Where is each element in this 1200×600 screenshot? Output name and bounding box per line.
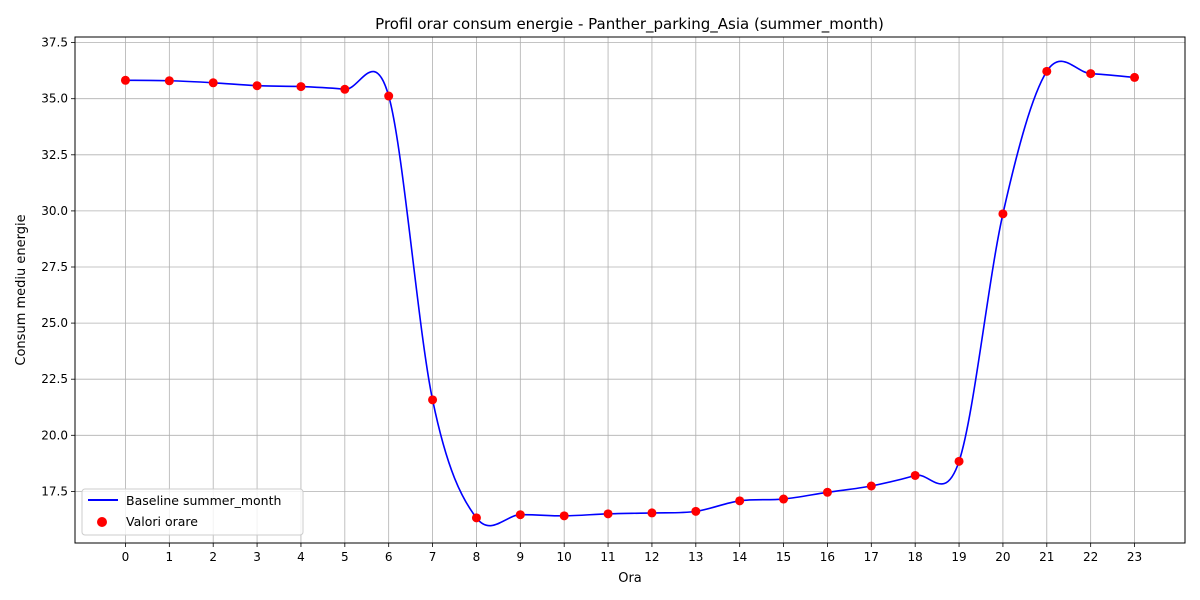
hourly-value-point bbox=[252, 81, 262, 91]
hourly-value-point bbox=[515, 510, 525, 520]
hourly-value-point bbox=[559, 511, 569, 521]
hourly-value-point bbox=[296, 82, 306, 92]
chart-title: Profil orar consum energie - Panther_par… bbox=[375, 15, 884, 34]
x-tick-label: 9 bbox=[516, 550, 524, 564]
hourly-value-point bbox=[691, 506, 701, 516]
y-tick-label: 22.5 bbox=[41, 372, 68, 386]
x-axis: 0 1 2 3 4 5 6 7 8 9 10 11 12 13 14 15 16 17 18 19 20 21 22 23 bbox=[122, 543, 1142, 564]
x-tick-label: 4 bbox=[297, 550, 305, 564]
y-tick-label: 30.0 bbox=[41, 204, 68, 218]
hourly-value-point bbox=[1130, 72, 1140, 82]
hourly-value-point bbox=[822, 487, 832, 497]
x-tick-label: 6 bbox=[385, 550, 393, 564]
x-tick-label: 5 bbox=[341, 550, 349, 564]
x-tick-label: 11 bbox=[600, 550, 615, 564]
x-tick-label: 13 bbox=[688, 550, 703, 564]
x-tick-label: 21 bbox=[1039, 550, 1054, 564]
hourly-value-point bbox=[735, 496, 745, 506]
hourly-value-point bbox=[428, 395, 438, 405]
legend-box bbox=[81, 488, 304, 536]
hourly-value-point bbox=[910, 470, 920, 480]
y-tick-label: 27.5 bbox=[41, 260, 68, 274]
y-tick-label: 17.5 bbox=[41, 484, 68, 498]
y-tick-label: 32.5 bbox=[41, 148, 68, 162]
hourly-value-point bbox=[164, 76, 174, 86]
x-tick-label: 2 bbox=[209, 550, 217, 564]
x-tick-label: 3 bbox=[253, 550, 261, 564]
legend-label-baseline: Baseline summer_month bbox=[126, 493, 281, 508]
y-tick-label: 25.0 bbox=[41, 316, 68, 330]
hourly-value-point bbox=[866, 481, 876, 491]
y-tick-label: 20.0 bbox=[41, 428, 68, 442]
x-tick-label: 15 bbox=[776, 550, 791, 564]
hourly-value-point bbox=[1042, 66, 1052, 76]
legend-scatter-swatch bbox=[97, 517, 107, 527]
x-tick-label: 12 bbox=[644, 550, 659, 564]
hourly-value-point bbox=[779, 494, 789, 504]
x-tick-label: 20 bbox=[995, 550, 1010, 564]
hourly-value-point bbox=[647, 508, 657, 518]
hourly-value-point bbox=[603, 509, 613, 519]
x-tick-label: 23 bbox=[1127, 550, 1142, 564]
y-tick-label: 37.5 bbox=[41, 36, 68, 50]
hourly-value-point bbox=[384, 91, 394, 101]
axes-frame bbox=[74, 36, 1186, 544]
x-tick-label: 17 bbox=[864, 550, 879, 564]
hourly-value-point bbox=[471, 513, 481, 523]
y-tick-label: 35.0 bbox=[41, 92, 68, 106]
x-tick-label: 10 bbox=[557, 550, 572, 564]
legend-label-scatter: Valori orare bbox=[126, 514, 198, 529]
hourly-value-point bbox=[208, 78, 218, 88]
x-tick-label: 14 bbox=[732, 550, 747, 564]
x-tick-label: 18 bbox=[908, 550, 923, 564]
hourly-value-point bbox=[120, 75, 130, 85]
baseline-series-line bbox=[125, 60, 1135, 527]
x-tick-label: 22 bbox=[1083, 550, 1098, 564]
hourly-value-point bbox=[340, 84, 350, 94]
hourly-value-point bbox=[1086, 69, 1096, 79]
x-tick-label: 7 bbox=[429, 550, 437, 564]
x-tick-label: 19 bbox=[951, 550, 966, 564]
x-tick-label: 1 bbox=[166, 550, 174, 564]
hourly-value-point bbox=[998, 209, 1008, 219]
x-axis-title: Ora bbox=[618, 571, 642, 586]
y-axis: 17.5 20.0 22.5 25.0 27.5 30.0 32.5 35.0 37.5 bbox=[41, 36, 75, 498]
x-tick-label: 8 bbox=[473, 550, 481, 564]
legend: Baseline summer_month Valori orare bbox=[81, 488, 304, 536]
y-axis-title: Consum mediu energie bbox=[14, 214, 29, 365]
x-tick-label: 16 bbox=[820, 550, 835, 564]
x-tick-label: 0 bbox=[122, 550, 130, 564]
hourly-value-point bbox=[954, 456, 964, 466]
plot-area bbox=[120, 60, 1140, 527]
